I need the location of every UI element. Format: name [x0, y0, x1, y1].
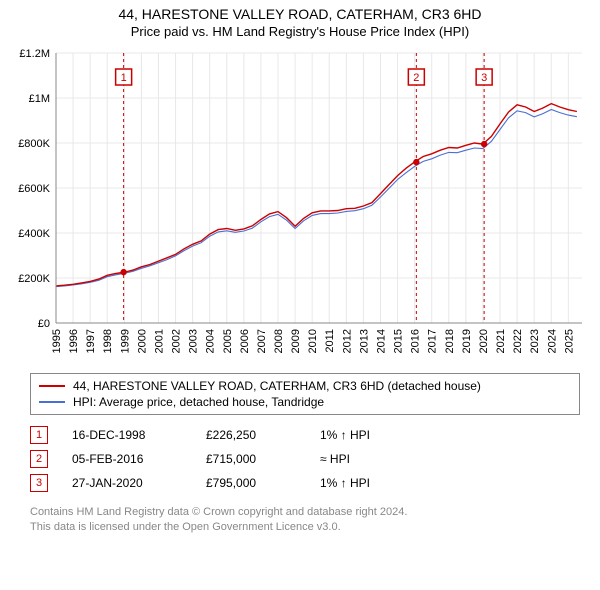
event-row: 3 27-JAN-2020 £795,000 1% ↑ HPI [30, 471, 580, 495]
event-row: 2 05-FEB-2016 £715,000 ≈ HPI [30, 447, 580, 471]
event-date: 27-JAN-2020 [72, 476, 182, 490]
series-hpi [56, 110, 577, 287]
x-tick-label: 2004 [205, 329, 217, 353]
event-badge: 1 [116, 69, 132, 85]
event-date: 16-DEC-1998 [72, 428, 182, 442]
event-price: £715,000 [206, 452, 296, 466]
svg-text:1: 1 [121, 72, 127, 84]
y-tick-label: £400K [18, 228, 50, 240]
event-badge: 3 [476, 69, 492, 85]
event-date: 05-FEB-2016 [72, 452, 182, 466]
y-tick-label: £1.2M [19, 48, 50, 60]
event-marker [481, 141, 487, 147]
chart-title-line1: 44, HARESTONE VALLEY ROAD, CATERHAM, CR3… [0, 6, 600, 22]
x-tick-label: 2024 [546, 329, 558, 353]
event-marker [413, 159, 419, 165]
x-tick-label: 1995 [51, 329, 63, 353]
events-table: 1 16-DEC-1998 £226,250 1% ↑ HPI 2 05-FEB-2016… [30, 423, 580, 495]
y-tick-label: £0 [38, 318, 50, 330]
event-row-badge: 3 [30, 474, 48, 492]
x-tick-label: 1998 [102, 329, 114, 353]
x-tick-label: 2007 [256, 329, 268, 353]
x-tick-label: 2000 [136, 329, 148, 353]
legend-swatch [39, 385, 65, 387]
x-tick-label: 2020 [478, 329, 490, 353]
x-tick-label: 2016 [410, 329, 422, 353]
footer-line2: This data is licensed under the Open Gov… [30, 520, 580, 535]
event-price: £795,000 [206, 476, 296, 490]
legend-item: HPI: Average price, detached house, Tand… [39, 394, 571, 410]
x-tick-label: 2009 [290, 329, 302, 353]
x-tick-label: 2008 [273, 329, 285, 353]
x-tick-label: 2002 [171, 329, 183, 353]
x-tick-label: 2006 [239, 329, 251, 353]
x-tick-label: 2010 [307, 329, 319, 353]
x-tick-label: 2019 [461, 329, 473, 353]
x-tick-label: 2012 [341, 329, 353, 353]
x-tick-label: 2025 [563, 329, 575, 353]
event-price: £226,250 [206, 428, 296, 442]
event-marker [120, 269, 126, 275]
legend-swatch [39, 401, 65, 403]
x-tick-label: 2003 [188, 329, 200, 353]
x-tick-label: 1999 [119, 329, 131, 353]
chart-title-line2: Price paid vs. HM Land Registry's House … [0, 24, 600, 39]
event-row: 1 16-DEC-1998 £226,250 1% ↑ HPI [30, 423, 580, 447]
footer-line1: Contains HM Land Registry data © Crown c… [30, 505, 580, 520]
event-row-badge: 1 [30, 426, 48, 444]
x-tick-label: 2011 [324, 329, 336, 353]
y-tick-label: £800K [18, 138, 50, 150]
event-row-badge: 2 [30, 450, 48, 468]
x-tick-label: 1997 [85, 329, 97, 353]
x-tick-label: 2014 [375, 329, 387, 353]
price-chart: 1 2 3 £0 £200K £400K £600K £800K £1M £1.2M 1995 199… [10, 47, 590, 367]
x-tick-label: 2013 [358, 329, 370, 353]
event-badge: 2 [408, 69, 424, 85]
event-pct: 1% ↑ HPI [320, 476, 410, 490]
svg-text:3: 3 [481, 72, 487, 84]
x-tick-label: 2022 [512, 329, 524, 353]
x-tick-label: 2005 [222, 329, 234, 353]
legend-label: 44, HARESTONE VALLEY ROAD, CATERHAM, CR3… [73, 379, 481, 393]
x-tick-label: 2018 [444, 329, 456, 353]
event-pct: ≈ HPI [320, 452, 410, 466]
legend-item: 44, HARESTONE VALLEY ROAD, CATERHAM, CR3… [39, 378, 571, 394]
y-tick-label: £600K [18, 183, 50, 195]
y-tick-label: £1M [29, 93, 50, 105]
x-tick-label: 2017 [427, 329, 439, 353]
svg-text:2: 2 [413, 72, 419, 84]
x-tick-label: 2015 [393, 329, 405, 353]
y-tick-label: £200K [18, 273, 50, 285]
x-tick-label: 1996 [68, 329, 80, 353]
x-tick-label: 2023 [529, 329, 541, 353]
footer-attribution: Contains HM Land Registry data © Crown c… [30, 505, 580, 535]
legend: 44, HARESTONE VALLEY ROAD, CATERHAM, CR3… [30, 373, 580, 415]
x-tick-label: 2001 [153, 329, 165, 353]
legend-label: HPI: Average price, detached house, Tand… [73, 395, 324, 409]
x-tick-label: 2021 [495, 329, 507, 353]
event-pct: 1% ↑ HPI [320, 428, 410, 442]
